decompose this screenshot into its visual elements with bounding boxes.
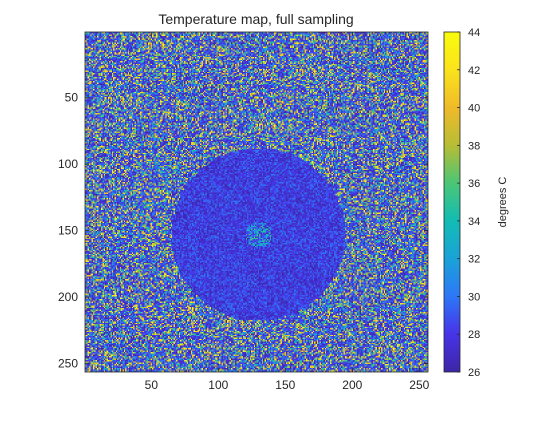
colorbar-tick-label: 44 bbox=[468, 27, 480, 39]
colorbar-tick-label: 32 bbox=[468, 254, 480, 266]
x-tick-label: 150 bbox=[275, 378, 295, 392]
x-tick-label: 200 bbox=[342, 378, 362, 392]
colorbar-axis: 26 28 30 32 34 36 38 40 42 44 bbox=[457, 27, 480, 379]
x-tick-label: 250 bbox=[409, 378, 429, 392]
heatmap-canvas bbox=[85, 32, 428, 372]
colorbar-tick-label: 40 bbox=[468, 103, 480, 115]
colorbar-tick-label: 28 bbox=[468, 329, 480, 341]
y-tick-label: 200 bbox=[58, 290, 78, 304]
colorbar-tick-label: 30 bbox=[468, 291, 480, 303]
x-tick-label: 100 bbox=[208, 378, 228, 392]
chart-title: Temperature map, full sampling bbox=[158, 11, 353, 27]
colorbar-tick-label: 38 bbox=[468, 140, 480, 152]
y-tick-label: 100 bbox=[58, 157, 78, 171]
y-tick-label: 50 bbox=[65, 91, 79, 105]
colorbar-label: degrees C bbox=[497, 177, 509, 228]
y-axis: 50 100 150 200 250 bbox=[58, 91, 428, 370]
x-axis: 50 100 150 200 250 bbox=[145, 32, 430, 392]
y-tick-label: 150 bbox=[58, 224, 78, 238]
colorbar-tick-label: 36 bbox=[468, 178, 480, 190]
colorbar-tick-label: 34 bbox=[468, 216, 480, 228]
colorbar-tick-label: 42 bbox=[468, 65, 480, 77]
colorbar-tick-label: 26 bbox=[468, 367, 480, 379]
y-tick-label: 250 bbox=[58, 356, 78, 370]
plot-frame bbox=[84, 31, 429, 373]
heatmap-area bbox=[85, 32, 428, 372]
colorbar-canvas bbox=[444, 32, 460, 372]
colorbar-frame bbox=[443, 31, 461, 373]
colorbar-area bbox=[444, 32, 460, 372]
x-tick-label: 50 bbox=[145, 378, 159, 392]
